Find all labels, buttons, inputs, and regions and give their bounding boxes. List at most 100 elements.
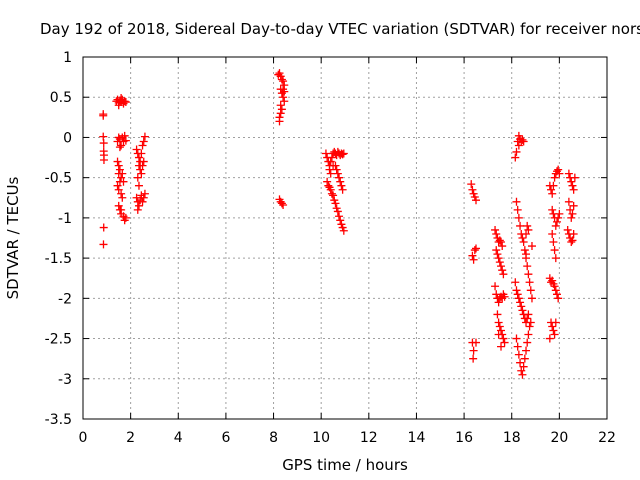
data-point	[335, 212, 344, 221]
data-point	[99, 139, 108, 148]
data-point	[522, 346, 531, 355]
data-point	[121, 98, 130, 107]
data-point	[492, 290, 501, 299]
data-point	[280, 97, 289, 106]
data-point	[321, 149, 330, 158]
data-point	[516, 221, 525, 230]
data-point	[523, 221, 532, 230]
data-point	[325, 165, 334, 174]
data-point	[117, 205, 126, 214]
x-tick-label: 16	[455, 430, 473, 446]
data-point	[339, 149, 348, 158]
data-point	[527, 242, 536, 251]
data-point	[495, 258, 504, 267]
data-point	[117, 173, 126, 182]
data-point	[329, 191, 338, 200]
data-point	[467, 180, 476, 189]
y-axis-label: SDTVAR / TECUs	[4, 176, 22, 299]
x-tick-label: 8	[269, 430, 278, 446]
data-point	[523, 314, 532, 323]
data-point	[324, 181, 333, 190]
data-point	[549, 238, 558, 247]
data-point	[137, 149, 146, 158]
data-point	[472, 244, 480, 253]
data-point	[519, 238, 528, 247]
y-tick-label: 1	[63, 50, 72, 66]
data-point	[519, 137, 528, 146]
data-point	[518, 234, 527, 242]
y-tick-label: -1.5	[45, 251, 72, 267]
data-point	[276, 109, 285, 118]
data-point	[491, 282, 500, 291]
x-tick-label: 10	[312, 430, 330, 446]
data-point	[520, 354, 529, 363]
x-tick-label: 18	[503, 430, 521, 446]
data-point	[516, 298, 525, 307]
data-point	[326, 169, 335, 178]
data-point	[138, 197, 147, 206]
y-tick-label: -2.5	[45, 332, 72, 348]
data-point	[470, 246, 479, 255]
data-point	[554, 213, 563, 222]
data-point	[140, 132, 149, 141]
data-point	[511, 278, 520, 287]
data-point	[551, 318, 560, 327]
data-point	[114, 161, 123, 170]
data-point	[523, 338, 532, 347]
data-point	[117, 94, 126, 103]
data-point	[280, 87, 289, 96]
data-point	[113, 181, 122, 190]
data-point	[564, 169, 573, 178]
data-point	[491, 225, 500, 234]
data-point	[468, 251, 477, 260]
data-point	[327, 153, 336, 162]
data-point	[494, 330, 503, 339]
y-tick-label: -1	[58, 211, 72, 227]
data-point	[138, 141, 147, 150]
data-point	[469, 354, 478, 363]
data-point	[555, 209, 564, 218]
data-point	[549, 326, 558, 335]
data-point	[133, 173, 142, 182]
data-point	[99, 223, 108, 232]
x-tick-label: 22	[598, 430, 616, 446]
data-point	[469, 255, 478, 264]
data-point	[114, 101, 123, 110]
data-point	[512, 147, 521, 156]
y-tick-label: -0.5	[45, 171, 72, 187]
data-point	[525, 278, 534, 287]
data-point	[497, 262, 506, 271]
chart-title: Day 192 of 2018, Sidereal Day-to-day VTE…	[40, 20, 640, 38]
data-point	[552, 290, 561, 299]
data-point	[552, 217, 561, 226]
data-point	[499, 270, 508, 279]
data-point	[118, 169, 127, 178]
data-point	[569, 201, 578, 210]
data-point	[550, 246, 559, 255]
data-point	[132, 145, 141, 154]
data-point	[115, 165, 124, 174]
data-point	[545, 334, 554, 343]
data-point	[527, 294, 536, 303]
x-tick-label: 6	[221, 430, 230, 446]
data-point	[514, 350, 523, 359]
data-point	[495, 322, 504, 331]
data-point	[567, 213, 576, 222]
data-point	[336, 216, 345, 225]
data-point	[497, 342, 506, 351]
data-point	[500, 338, 509, 347]
data-point	[567, 238, 576, 247]
data-point	[497, 238, 506, 247]
data-point	[525, 322, 534, 331]
data-point	[117, 141, 126, 150]
data-point	[118, 193, 127, 202]
data-point	[121, 213, 130, 222]
data-point	[569, 185, 578, 194]
data-point	[568, 209, 577, 218]
data-point	[277, 199, 286, 208]
axis-ticks	[82, 56, 608, 420]
data-point	[99, 111, 108, 120]
data-point	[548, 229, 557, 238]
data-point	[526, 318, 535, 327]
data-point	[549, 181, 558, 190]
